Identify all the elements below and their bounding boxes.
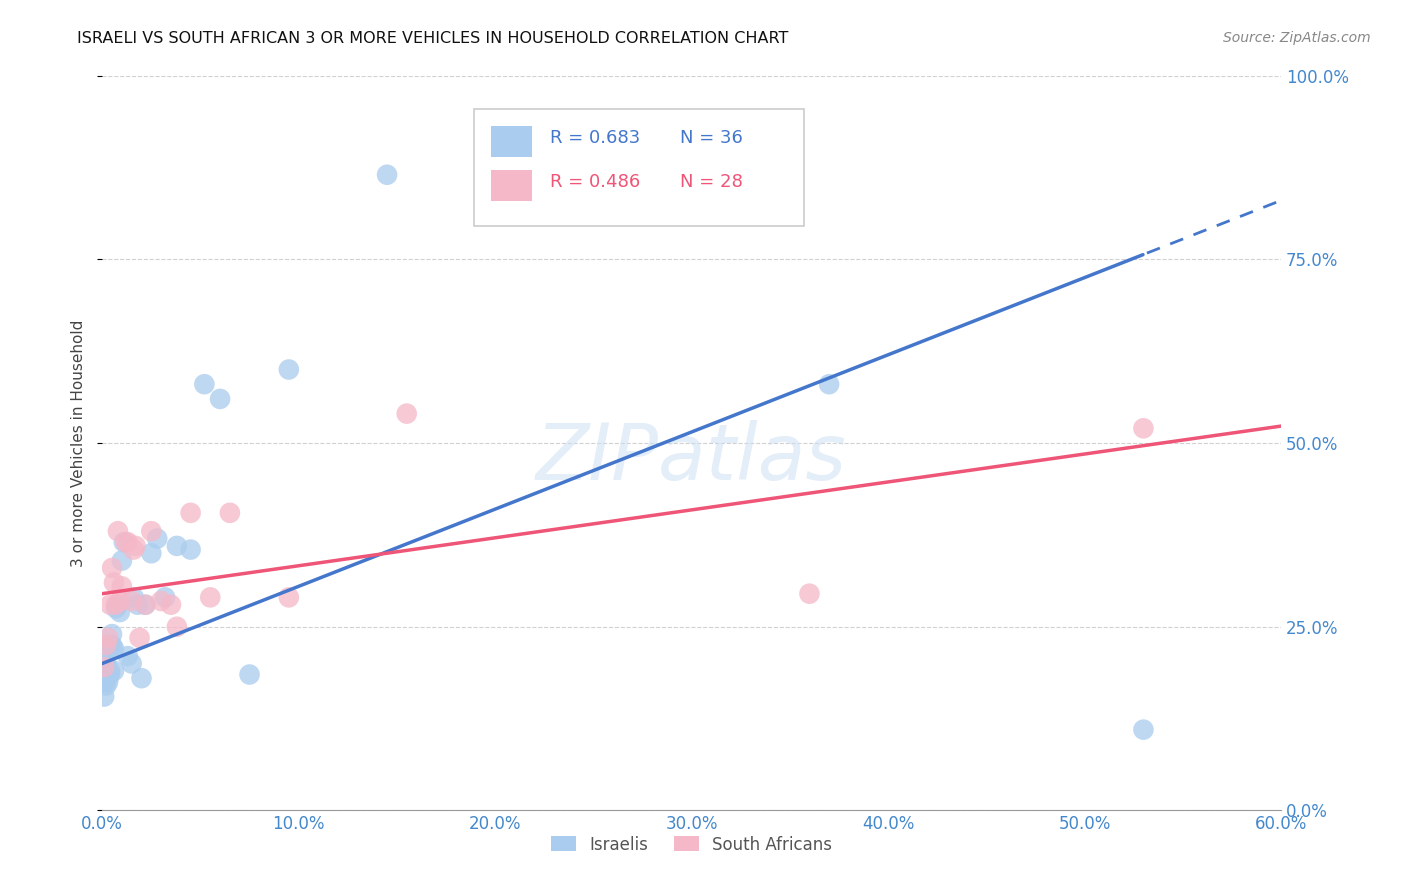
Point	[124, 539, 146, 553]
Point	[107, 598, 129, 612]
Point	[180, 506, 202, 520]
Point	[108, 605, 131, 619]
Point	[94, 657, 117, 671]
Point	[277, 591, 299, 605]
Text: N = 28: N = 28	[679, 173, 742, 191]
Point	[93, 690, 115, 704]
Point	[107, 524, 129, 539]
Point	[117, 535, 139, 549]
Point	[104, 601, 127, 615]
Y-axis label: 3 or more Vehicles in Household: 3 or more Vehicles in Household	[72, 319, 86, 566]
Point	[209, 392, 232, 406]
Point	[98, 667, 121, 681]
Point	[122, 591, 145, 605]
Point	[395, 407, 418, 421]
Point	[121, 657, 143, 671]
Point	[127, 598, 149, 612]
Point	[93, 660, 115, 674]
Text: R = 0.486: R = 0.486	[550, 173, 640, 191]
Point	[141, 546, 163, 560]
Point	[97, 645, 120, 659]
Point	[104, 598, 127, 612]
Point	[108, 594, 131, 608]
Point	[200, 591, 222, 605]
Point	[1132, 421, 1154, 435]
Point	[160, 598, 183, 612]
Point	[818, 377, 841, 392]
Point	[94, 679, 117, 693]
Point	[98, 598, 121, 612]
Point	[131, 671, 153, 685]
Point	[122, 542, 145, 557]
Point	[166, 539, 188, 553]
Point	[153, 591, 176, 605]
Text: ZIPatlas: ZIPatlas	[536, 420, 846, 496]
Point	[146, 532, 169, 546]
Legend: Israelis, South Africans: Israelis, South Africans	[551, 836, 832, 854]
Point	[193, 377, 215, 392]
Point	[180, 542, 202, 557]
Point	[111, 553, 134, 567]
FancyBboxPatch shape	[491, 127, 533, 157]
Point	[238, 667, 260, 681]
FancyBboxPatch shape	[491, 170, 533, 202]
Point	[94, 638, 117, 652]
Point	[111, 579, 134, 593]
FancyBboxPatch shape	[474, 109, 804, 227]
Text: Source: ZipAtlas.com: Source: ZipAtlas.com	[1223, 31, 1371, 45]
Point	[277, 362, 299, 376]
Point	[101, 627, 124, 641]
Text: N = 36: N = 36	[679, 129, 742, 147]
Point	[112, 535, 135, 549]
Point	[134, 598, 156, 612]
Point	[101, 638, 124, 652]
Point	[141, 524, 163, 539]
Point	[98, 664, 121, 678]
Point	[114, 535, 136, 549]
Point	[103, 664, 125, 678]
Point	[375, 168, 398, 182]
Point	[219, 506, 242, 520]
Point	[103, 575, 125, 590]
Point	[97, 674, 120, 689]
Text: R = 0.683: R = 0.683	[550, 129, 640, 147]
Point	[134, 598, 156, 612]
Point	[93, 674, 115, 689]
Point	[101, 561, 124, 575]
Point	[117, 649, 139, 664]
Point	[166, 620, 188, 634]
Point	[98, 638, 121, 652]
Point	[121, 594, 143, 608]
Text: ISRAELI VS SOUTH AFRICAN 3 OR MORE VEHICLES IN HOUSEHOLD CORRELATION CHART: ISRAELI VS SOUTH AFRICAN 3 OR MORE VEHIC…	[77, 31, 789, 46]
Point	[799, 587, 821, 601]
Point	[1132, 723, 1154, 737]
Point	[150, 594, 173, 608]
Point	[128, 631, 150, 645]
Point	[97, 631, 120, 645]
Point	[103, 641, 125, 656]
